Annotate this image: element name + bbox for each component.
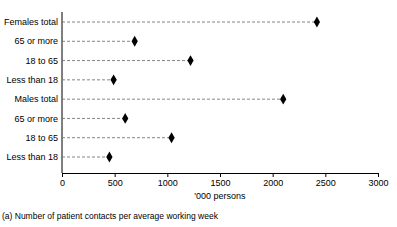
category-label: 65 or more (14, 114, 58, 124)
category-label: Less than 18 (6, 75, 58, 85)
x-tick-mark (325, 173, 326, 177)
x-tick-label: 500 (108, 178, 123, 188)
category-label: Females total (4, 17, 58, 27)
category-label: Males total (14, 94, 58, 104)
y-axis-line (62, 12, 63, 173)
x-tick-mark (273, 173, 274, 177)
x-tick-label: 3000 (368, 178, 388, 188)
dot (122, 113, 128, 124)
x-tick: 1000 (158, 173, 178, 188)
x-tick-mark (220, 173, 221, 177)
chart: Females total 65 or more 18 to 65 Less than… (0, 0, 397, 227)
x-tick: 2500 (316, 173, 336, 188)
x-tick: 2000 (263, 173, 283, 188)
leader-line (62, 99, 283, 100)
category-label: 18 to 65 (25, 56, 58, 66)
marks (62, 17, 320, 163)
dot (314, 17, 320, 28)
category-labels: Females total 65 or more 18 to 65 Less than… (4, 17, 58, 162)
x-tick-mark (167, 173, 168, 177)
leader-line (62, 41, 135, 42)
x-tick-mark (62, 173, 63, 177)
x-tick-mark (378, 173, 379, 177)
x-tick-label: 0 (60, 178, 65, 188)
leader-line (62, 157, 109, 158)
x-axis-line (63, 174, 379, 178)
x-tick: 1500 (210, 173, 230, 188)
x-tick-label: 2000 (263, 178, 283, 188)
dot (280, 94, 286, 105)
dot (168, 132, 174, 143)
dot (132, 36, 138, 47)
leader-line (62, 60, 191, 61)
x-tick: 3000 (368, 173, 388, 188)
leader-line (62, 118, 125, 119)
category-label: 65 or more (14, 36, 58, 46)
x-tick-label: 1500 (210, 178, 230, 188)
x-tick-mark (115, 173, 116, 177)
leader-line (62, 137, 172, 138)
dot (187, 55, 193, 66)
dot (110, 74, 116, 85)
category-label: 18 to 65 (25, 133, 58, 143)
dot (106, 152, 112, 163)
x-tick: 500 (108, 173, 123, 188)
x-tick: 0 (60, 173, 65, 188)
x-axis-title: '000 persons (194, 191, 246, 201)
x-tick-label: 1000 (158, 178, 178, 188)
x-tick-label: 2500 (316, 178, 336, 188)
footnote: (a) Number of patient contacts per avera… (2, 211, 219, 221)
x-axis: 0 500 1000 1500 2000 2500 3000 (60, 173, 389, 188)
category-label: Less than 18 (6, 152, 58, 162)
annotations: (a) Number of patient contacts per avera… (2, 211, 219, 221)
leader-line (62, 22, 317, 23)
leader-line (62, 79, 114, 80)
